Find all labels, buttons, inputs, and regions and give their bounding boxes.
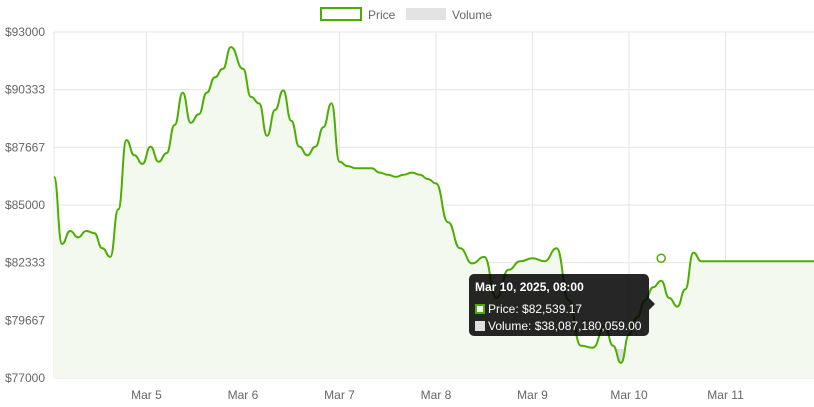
x-tick-label: Mar 8 [421, 388, 452, 402]
y-tick-label: $79667 [5, 313, 45, 327]
x-tick-label: Mar 5 [131, 388, 162, 402]
tooltip-price-value: $82,539.17 [522, 301, 583, 316]
tooltip-volume-swatch [475, 320, 485, 331]
legend-volume-label: Volume [452, 8, 492, 22]
y-tick-label: $85000 [5, 198, 45, 212]
y-tick-label: $90333 [5, 83, 45, 97]
tooltip-volume-row: Volume: $38,087,180,059.00 [475, 317, 643, 334]
x-tick-label: Mar 11 [707, 388, 744, 402]
legend-price-label: Price [368, 8, 396, 22]
tooltip-volume-label: Volume: [488, 318, 532, 333]
tooltip-title: Mar 10, 2025, 08:00 [475, 280, 584, 294]
tooltip-arrow [649, 298, 655, 310]
x-tick-label: Mar 10 [610, 388, 648, 402]
x-tick-label: Mar 9 [517, 388, 548, 402]
legend-price-swatch [320, 7, 362, 21]
y-tick-label: $82333 [5, 256, 45, 270]
x-axis: Mar 5 Mar 6 Mar 7 Mar 8 Mar 9 Mar 10 Mar 11 [131, 388, 744, 402]
tooltip-price-label: Price: [488, 301, 519, 316]
x-tick-label: Mar 7 [324, 388, 355, 402]
y-tick-label: $93000 [5, 25, 45, 39]
price-line [53, 46, 814, 364]
tooltip-volume-value: $38,087,180,059.00 [534, 318, 642, 333]
tooltip: Mar 10, 2025, 08:00 Price: $82,539.17 Vo… [469, 274, 649, 336]
legend-volume-swatch [406, 8, 446, 20]
price-area-fill [54, 47, 814, 378]
tooltip-price-swatch [475, 303, 485, 314]
legend[interactable]: Price Volume [320, 7, 492, 22]
hover-point-marker[interactable] [656, 253, 666, 263]
y-tick-label: $87667 [5, 140, 45, 154]
x-tick-label: Mar 6 [228, 388, 259, 402]
y-tick-label: $77000 [5, 371, 45, 385]
y-axis: $77000 $79667 $82333 $85000 $87667 $90333 $930… [5, 25, 45, 385]
tooltip-price-row: Price: $82,539.17 [475, 300, 643, 317]
